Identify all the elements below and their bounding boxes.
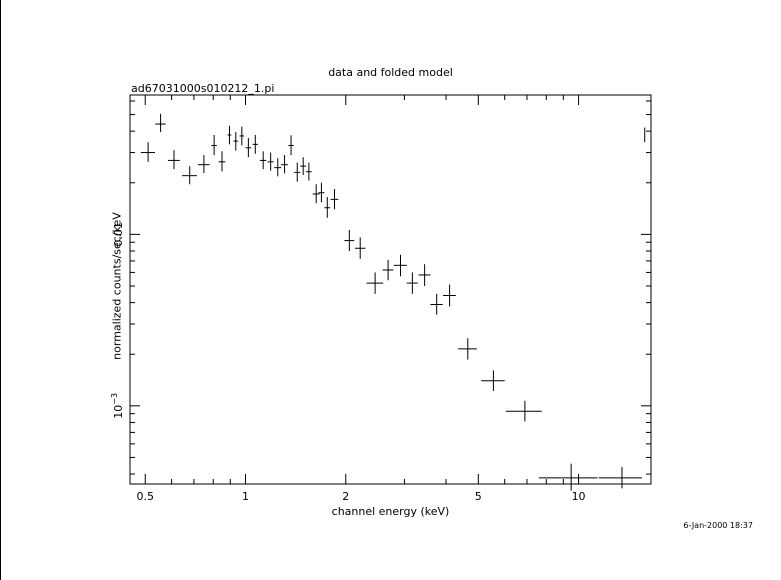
x-tick-label: 2: [342, 490, 349, 503]
data-point: [598, 466, 642, 489]
data-point: [182, 166, 197, 185]
data-point: [288, 135, 294, 156]
y-tick-label: 0.01: [112, 222, 125, 247]
timestamp: 6-Jan-2000 18:37: [683, 521, 753, 530]
data-point: [538, 463, 598, 491]
data-point: [294, 162, 301, 182]
data-point: [155, 113, 166, 133]
data-point: [382, 259, 394, 281]
data-point: [267, 152, 274, 171]
data-point: [443, 284, 456, 307]
y-tick-label-exponent: −3: [110, 393, 119, 405]
y-tick-label-base: 10: [112, 405, 125, 419]
data-point: [218, 151, 226, 172]
data-point: [197, 155, 210, 174]
data-point: [324, 197, 331, 218]
data-point: [167, 150, 180, 170]
x-tick-label: 0.5: [136, 490, 154, 503]
plot-frame: [129, 94, 652, 485]
window-left-edge: [0, 0, 1, 580]
data-point: [233, 132, 239, 151]
data-point: [306, 162, 312, 181]
data-point: [274, 158, 282, 177]
data-point: [330, 188, 339, 210]
data-point: [458, 338, 477, 360]
x-tick-label: 1: [242, 490, 249, 503]
data-point: [406, 272, 418, 294]
data-point: [252, 134, 258, 154]
data-point: [344, 230, 355, 251]
data-point: [393, 254, 407, 277]
data-point: [259, 151, 267, 170]
data-point: [312, 184, 320, 204]
data-point: [505, 400, 542, 422]
chart-title: data and folded model: [328, 66, 453, 79]
data-point: [418, 264, 431, 286]
data-point: [430, 293, 443, 315]
data-point: [245, 137, 252, 158]
data-point: [281, 155, 288, 174]
data-point: [481, 370, 505, 392]
data-point: [227, 125, 232, 145]
x-tick-label: 5: [475, 490, 482, 503]
data-point: [140, 142, 156, 162]
y-tick-label: 10−3: [110, 393, 125, 419]
file-label: ad67031000s010212_1.pi: [131, 82, 275, 95]
data-point: [354, 237, 366, 259]
data-point: [318, 182, 325, 203]
x-axis-label: channel energy (keV): [331, 505, 450, 518]
data-point: [211, 134, 217, 156]
data-points: [140, 113, 646, 491]
x-tick-label: 10: [572, 490, 586, 503]
data-point: [300, 157, 307, 175]
data-point: [366, 272, 384, 294]
data-point: [239, 126, 245, 146]
